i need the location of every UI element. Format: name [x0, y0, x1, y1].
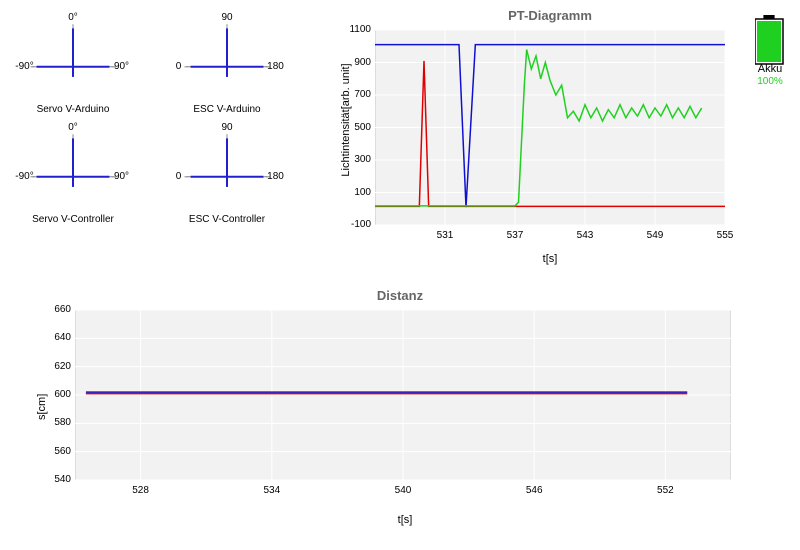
ytick: 620	[39, 361, 71, 372]
gauge-title: Servo V-Arduino	[8, 104, 138, 115]
xtick: 549	[640, 230, 670, 241]
gauge-tick: 90	[212, 12, 242, 23]
xtick: 531	[430, 230, 460, 241]
gauge-tick: 0	[164, 171, 194, 182]
pt-chart-title: PT-Diagramm	[470, 8, 630, 23]
gauge-tick: -90°	[10, 61, 40, 72]
xtick: 534	[257, 485, 287, 496]
gauge-tick: 90	[212, 122, 242, 133]
ytick: 540	[39, 474, 71, 485]
battery-pct: 100%	[748, 76, 792, 87]
distanz-chart	[75, 310, 731, 480]
xtick: 528	[126, 485, 156, 496]
gauge-title: ESC V-Controller	[152, 214, 302, 225]
ytick: 600	[39, 389, 71, 400]
xtick: 540	[388, 485, 418, 496]
ytick: 100	[339, 187, 371, 198]
gauge-tick: 90°	[107, 61, 137, 72]
gauge-tick: 180	[261, 171, 291, 182]
xtick: 543	[570, 230, 600, 241]
gauge-tick: 90°	[107, 171, 137, 182]
gauge-tick: 0	[164, 61, 194, 72]
gauge-tick: 180	[261, 61, 291, 72]
gauge-tick: 0°	[58, 122, 88, 133]
gauge-tick: -90°	[10, 171, 40, 182]
distanz-chart-title: Distanz	[350, 288, 450, 303]
xtick: 537	[500, 230, 530, 241]
ytick: 700	[339, 89, 371, 100]
distanz-xlabel: t[s]	[380, 514, 430, 526]
xtick: 555	[710, 230, 740, 241]
ytick: 300	[339, 154, 371, 165]
ytick: 560	[39, 446, 71, 457]
xtick: 546	[519, 485, 549, 496]
ytick: 900	[339, 57, 371, 68]
ytick: 1100	[339, 24, 371, 35]
gauge-title: Servo V-Controller	[8, 214, 138, 225]
ytick: 500	[339, 122, 371, 133]
gauge-title: ESC V-Arduino	[152, 104, 302, 115]
gauge-tick: 0°	[58, 12, 88, 23]
ytick: -100	[339, 219, 371, 230]
pt-xlabel: t[s]	[525, 253, 575, 265]
ytick: 580	[39, 417, 71, 428]
pt-chart	[375, 30, 725, 225]
xtick: 552	[650, 485, 680, 496]
battery-label: Akku	[748, 63, 792, 75]
ytick: 640	[39, 332, 71, 343]
ytick: 660	[39, 304, 71, 315]
